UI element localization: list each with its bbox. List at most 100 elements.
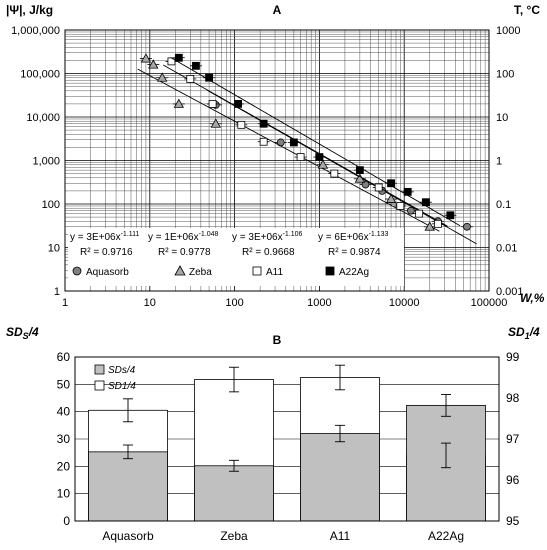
legend-label-a11: A11 (266, 267, 283, 278)
y-tick-label-a: 10,000 (26, 112, 60, 124)
r2-a22ag: R² = 0.9874 (328, 247, 381, 258)
series-a (137, 53, 477, 245)
x-tick-label-a: 10000 (389, 297, 420, 309)
point-a11 (237, 120, 246, 129)
ticks-b: 0 10 20 30 40 50 60 95 96 97 98 99 (57, 350, 520, 528)
y-right-tick-label-b: 95 (506, 514, 520, 528)
legend-label-aquasorb: Aquasorb (86, 267, 129, 278)
point-a22ag (259, 119, 268, 128)
y-tick-label-b: 10 (57, 487, 71, 501)
y-right-tick-label-a: 10 (496, 112, 508, 124)
legend-swatch-sd1 (94, 380, 105, 391)
y-tick-label-b: 50 (57, 377, 71, 391)
equation-a22ag: y = 6E+06x-1.133 (318, 231, 389, 243)
y-axis-label-b: SDS/4 (6, 325, 39, 341)
x-tick-label-a: 10 (144, 297, 156, 309)
point-a11 (186, 75, 195, 83)
point-a22ag (421, 198, 430, 207)
x-tick-label-a: 100 (225, 297, 243, 309)
point-a11 (374, 183, 383, 192)
point-zeba (157, 72, 168, 82)
y-right-axis-label-a: T, °C (514, 3, 540, 17)
panel-label-a: A (273, 3, 282, 17)
y-tick-label-a: 1 (54, 286, 60, 298)
y-tick-label-b: 20 (57, 459, 71, 473)
panel-b: Aquasorb Zeba A11 A22Ag 0 10 20 30 40 50 60 95 96 97… (6, 325, 540, 543)
r2-zeba: R² = 0.9778 (158, 247, 211, 258)
category-label-aquasorb: Aquasorb (102, 529, 154, 543)
point-a11 (259, 137, 268, 146)
point-a22ag (205, 73, 213, 82)
panel-a: 1 10 100 1000 10000 100000 1 10 100 1,000 10,000 10… (6, 3, 545, 309)
legend-b: SDs/4 SD1/4 (94, 364, 136, 392)
y-right-tick-label-b: 97 (506, 432, 520, 446)
point-a11 (434, 219, 442, 228)
y-right-tick-label-a: 100 (496, 69, 514, 81)
legend-label-sd1: SD1/4 (108, 381, 136, 392)
x-axis-label-a: W,% (520, 291, 545, 305)
point-a22ag (355, 166, 364, 175)
legend-a: y = 3E+06x-1.111 R² = 0.9716 y = 1E+06x-1.… (68, 228, 404, 286)
point-a22ag (387, 179, 395, 188)
plot-frame-a (64, 29, 490, 292)
bar-a11-sds (300, 433, 380, 522)
y-right-tick-label-a: 0.001 (496, 286, 524, 298)
y-right-tick-label-a: 1 (496, 156, 502, 168)
y-right-tick-label-b: 99 (506, 350, 520, 364)
plot-frame-b (74, 356, 500, 522)
y-right-tick-label-a: 1000 (496, 25, 520, 37)
r2-a11: R² = 0.9668 (242, 247, 295, 258)
point-zeba (317, 159, 329, 169)
point-aquasorb (463, 222, 471, 231)
point-a22ag (289, 138, 298, 147)
legend-label-sds: SDs/4 (108, 365, 136, 376)
y-tick-label-a: 1,000 (32, 156, 60, 168)
point-zeba (174, 265, 186, 276)
point-a22ag (403, 187, 412, 196)
point-a11 (396, 202, 405, 210)
point-a11 (296, 153, 305, 161)
y-tick-label-b: 60 (57, 350, 71, 364)
y-right-tick-label-b: 96 (506, 473, 520, 487)
trendline-a11 (163, 64, 448, 227)
point-a11 (415, 209, 424, 218)
y-tick-label-a: 100 (42, 199, 60, 211)
y-right-axis-label-b: SD1/4 (508, 325, 540, 341)
point-a22ag (234, 100, 243, 108)
equation-a11: y = 3E+06x-1.106 (232, 231, 303, 243)
legend-label-zeba: Zeba (189, 267, 212, 278)
equation-aquasorb: y = 3E+06x-1.111 (70, 231, 140, 243)
legend-box-a (68, 228, 404, 286)
point-aquasorb (361, 180, 370, 189)
point-zeba (210, 118, 221, 128)
ticks-a: 1 10 100 1000 10000 100000 1 10 100 1,000 10,000 10… (11, 25, 523, 309)
point-aquasorb (72, 266, 82, 276)
point-a22ag (192, 61, 200, 70)
bars-b: Aquasorb Zeba A11 A22Ag (88, 364, 486, 543)
x-tick-label-a: 100000 (471, 297, 508, 309)
point-zeba (173, 98, 185, 108)
bar-zeba-sds (194, 465, 274, 522)
r2-aquasorb: R² = 0.9716 (80, 247, 133, 258)
trendline-a22ag (170, 57, 461, 227)
y-axis-label-a: |Ψ|, J/kg (6, 3, 53, 17)
point-zeba (140, 53, 152, 63)
y-right-tick-label-b: 98 (506, 391, 520, 405)
point-a22ag (325, 266, 335, 276)
point-zeba (148, 59, 159, 69)
y-right-tick-label-a: 0.1 (496, 199, 511, 211)
point-a11 (252, 266, 262, 276)
bar-aquasorb-sds (88, 451, 168, 522)
y-tick-label-b: 40 (57, 405, 71, 419)
point-a11 (330, 169, 339, 178)
category-label-a22ag: A22Ag (428, 529, 464, 543)
y-tick-label-a: 1,000,000 (11, 25, 60, 37)
point-a22ag (315, 153, 324, 161)
point-zeba (424, 221, 435, 231)
y-tick-label-a: 100,000 (20, 69, 60, 81)
category-label-a11: A11 (330, 529, 351, 543)
y-tick-label-b: 0 (63, 514, 70, 528)
x-tick-label-a: 1000 (307, 297, 331, 309)
point-aquasorb (407, 206, 415, 215)
